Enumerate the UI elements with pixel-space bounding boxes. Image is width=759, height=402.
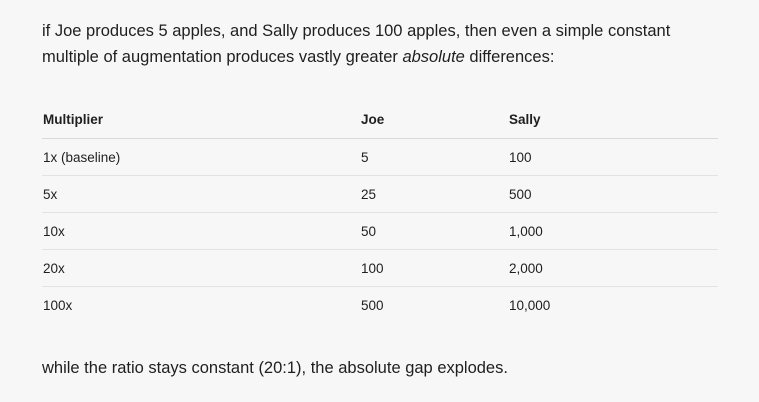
- cell-multiplier: 10x: [42, 212, 361, 250]
- table-row: 1x (baseline) 5 100: [42, 138, 718, 176]
- table-row: 20x 100 2,000: [42, 249, 718, 287]
- table-header-row: Multiplier Joe Sally: [42, 101, 718, 139]
- cell-sally: 10,000: [509, 297, 551, 313]
- intro-text-end: differences:: [464, 48, 555, 66]
- outro-paragraph: while the ratio stays constant (20:1), t…: [42, 359, 508, 377]
- cell-sally: 1,000: [509, 212, 718, 250]
- intro-text: if Joe produces 5 apples, and Sally prod…: [42, 22, 671, 66]
- cell-multiplier: 1x (baseline): [42, 138, 361, 176]
- header-sally: Sally: [509, 101, 718, 139]
- header-joe: Joe: [361, 101, 509, 139]
- apples-table: Multiplier Joe Sally 1x (baseline) 5 100…: [42, 101, 718, 323]
- cell-multiplier: 20x: [42, 249, 361, 287]
- cell-joe: 50: [361, 212, 509, 250]
- cell-joe: 500: [361, 297, 384, 313]
- table-row: 5x 25 500: [42, 175, 718, 213]
- cell-multiplier: 5x: [42, 175, 361, 213]
- cell-sally: 100: [509, 138, 718, 176]
- intro-paragraph: if Joe produces 5 apples, and Sally prod…: [42, 18, 722, 70]
- cell-multiplier: 100x: [43, 297, 73, 313]
- table-row: 10x 50 1,000: [42, 212, 718, 250]
- cell-sally: 500: [509, 175, 718, 213]
- cell-joe: 5: [361, 138, 509, 176]
- intro-emphasis: absolute: [402, 48, 465, 66]
- cell-sally: 2,000: [509, 249, 718, 287]
- cell-joe: 25: [361, 175, 509, 213]
- cell-joe: 100: [361, 249, 509, 287]
- table-row: 100x 500 10,000: [42, 287, 718, 324]
- header-multiplier: Multiplier: [42, 101, 361, 139]
